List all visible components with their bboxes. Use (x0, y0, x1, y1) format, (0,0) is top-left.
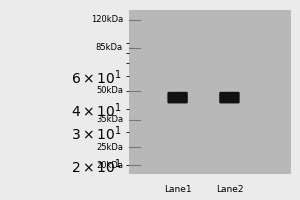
Text: 50kDa: 50kDa (96, 86, 123, 95)
Text: 20kDa: 20kDa (96, 161, 123, 170)
Text: 120kDa: 120kDa (91, 15, 123, 24)
FancyBboxPatch shape (167, 92, 188, 103)
Text: 85kDa: 85kDa (96, 43, 123, 52)
Text: 35kDa: 35kDa (96, 115, 123, 124)
FancyBboxPatch shape (219, 92, 240, 103)
Text: Lane2: Lane2 (216, 185, 243, 194)
Text: 25kDa: 25kDa (96, 143, 123, 152)
Text: Lane1: Lane1 (164, 185, 191, 194)
